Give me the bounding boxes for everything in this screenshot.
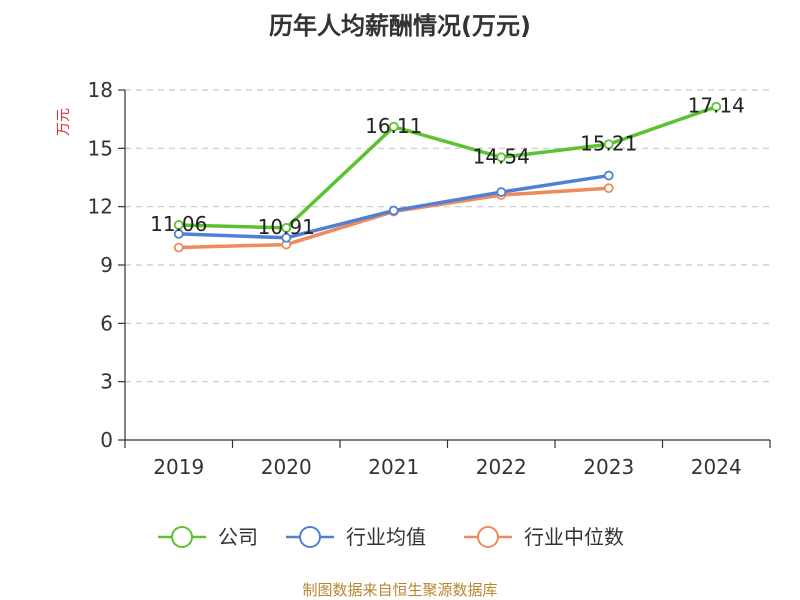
data-point: [173, 228, 184, 239]
data-point: [603, 139, 614, 150]
data-label: 11.06: [150, 212, 207, 236]
gridlines: [125, 89, 770, 383]
x-tick-label: 2024: [691, 455, 742, 479]
data-label: 16.11: [365, 114, 422, 138]
data-label: 15.21: [580, 131, 637, 155]
legend-marker: [299, 526, 321, 548]
data-point: [603, 170, 614, 181]
x-tick-label: 2021: [368, 455, 419, 479]
y-tick-label: 9: [100, 253, 113, 277]
data-point: [496, 152, 507, 163]
x-tick-label: 2019: [153, 455, 204, 479]
x-tick-label: 2020: [261, 455, 312, 479]
y-tick-label: 0: [100, 428, 113, 452]
data-labels: 11.06 10.91 16.11 14.54 15.21 17.14: [150, 94, 745, 239]
data-point: [496, 187, 507, 197]
series-lines: [173, 101, 722, 253]
chart-title: 历年人均薪酬情况(万元): [269, 12, 531, 40]
data-point: [281, 222, 292, 233]
data-label: 10.91: [258, 215, 315, 239]
axes: 0 3 6 9 12 15 18 2019 2020 2021 2022 2023 2024: [88, 78, 771, 479]
series-line-2: [178, 186, 609, 250]
data-point: [388, 205, 399, 216]
y-tick-label: 15: [88, 136, 113, 160]
data-point: [173, 242, 184, 253]
x-tick-label: 2023: [583, 455, 634, 479]
data-point: [711, 101, 722, 112]
y-tick-label: 12: [88, 195, 113, 219]
legend-label: 公司: [218, 525, 258, 549]
y-tick-label: 3: [100, 370, 113, 394]
data-point: [388, 121, 399, 132]
legend-marker: [171, 526, 193, 548]
data-label: 14.54: [473, 144, 530, 168]
y-axis-label: 万元: [56, 108, 72, 136]
data-point: [173, 220, 184, 230]
data-point: [281, 232, 292, 243]
legend: 公司 行业均值 行业中位数: [158, 525, 624, 549]
data-label: 17.14: [688, 94, 745, 118]
y-tick-label: 18: [88, 78, 113, 102]
series-line-0: [178, 105, 717, 230]
legend-marker: [477, 526, 499, 548]
data-point: [603, 183, 614, 194]
source-note: 制图数据来自恒生聚源数据库: [302, 581, 497, 599]
y-tick-label: 6: [100, 311, 113, 335]
x-tick-label: 2022: [476, 455, 527, 479]
legend-label: 行业中位数: [524, 525, 624, 549]
legend-label: 行业均值: [346, 525, 426, 549]
